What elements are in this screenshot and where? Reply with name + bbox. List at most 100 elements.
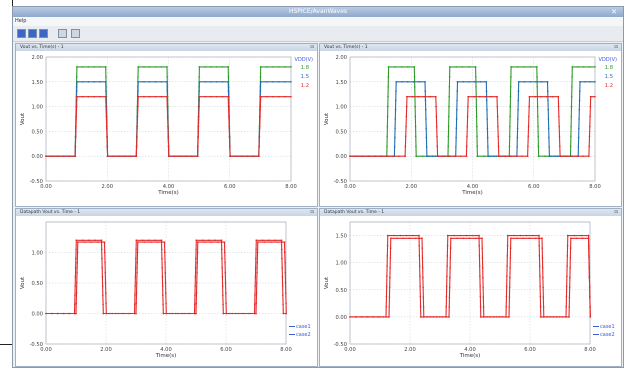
- data-point: [517, 108, 519, 111]
- menu-help[interactable]: Help: [15, 18, 27, 24]
- data-point: [456, 81, 459, 83]
- data-point: [255, 302, 258, 305]
- panel-title: Datapath Vout vs. Time - 1: [324, 210, 385, 215]
- data-point: [539, 275, 541, 278]
- data-point: [480, 316, 482, 318]
- maximize-icon[interactable]: ⊡: [614, 45, 618, 50]
- x-tick-label: 6.00: [528, 184, 540, 190]
- data-point: [578, 108, 581, 111]
- data-point: [135, 257, 137, 260]
- data-point: [45, 312, 47, 315]
- data-point: [74, 155, 76, 157]
- data-point: [481, 257, 484, 259]
- data-point: [399, 234, 402, 237]
- data-point: [588, 125, 591, 128]
- data-point: [467, 105, 469, 108]
- data-point: [401, 81, 403, 83]
- data-point: [148, 81, 151, 83]
- window-icon[interactable]: [39, 29, 48, 38]
- data-point: [414, 115, 417, 118]
- data-point: [137, 241, 139, 243]
- data-point: [510, 66, 512, 68]
- window-icon[interactable]: [28, 29, 37, 38]
- data-point: [405, 234, 408, 237]
- data-point: [102, 294, 104, 296]
- data-point: [81, 66, 84, 68]
- data-point: [56, 155, 59, 157]
- y-tick-label: 0.50: [31, 281, 43, 287]
- play-icon[interactable]: [17, 29, 26, 38]
- data-point: [74, 145, 77, 148]
- data-point: [476, 145, 478, 148]
- data-point: [143, 241, 146, 243]
- close-icon[interactable]: ✕: [611, 8, 617, 16]
- maximize-icon[interactable]: ⊡: [614, 210, 618, 215]
- data-point: [111, 312, 114, 315]
- data-point: [580, 234, 583, 237]
- data-point: [249, 312, 251, 315]
- data-point: [461, 66, 464, 68]
- data-point: [261, 239, 264, 242]
- data-point: [105, 105, 107, 108]
- data-point: [389, 266, 391, 269]
- x-axis-label: Time(s): [459, 353, 481, 359]
- maximize-icon[interactable]: ⊡: [310, 210, 314, 215]
- y-tick-label: -0.50: [30, 179, 43, 185]
- data-point: [407, 66, 409, 68]
- data-point: [421, 155, 424, 157]
- data-point: [448, 85, 451, 88]
- data-point: [135, 282, 138, 284]
- data-point: [547, 127, 550, 130]
- data-point: [496, 95, 498, 98]
- data-point: [505, 305, 508, 308]
- data-point: [527, 125, 530, 128]
- y-tick-label: 1.50: [31, 80, 43, 86]
- data-point: [99, 81, 101, 83]
- data-point: [272, 66, 274, 68]
- data-point: [136, 115, 139, 118]
- data-point: [436, 135, 438, 138]
- data-point: [489, 316, 491, 318]
- data-point: [74, 266, 77, 269]
- data-point: [490, 95, 493, 98]
- data-point: [104, 292, 107, 294]
- data-point: [284, 95, 286, 98]
- data-point: [137, 66, 139, 68]
- data-point: [198, 66, 201, 68]
- data-point: [526, 155, 529, 157]
- data-point: [284, 66, 286, 68]
- data-point: [166, 76, 168, 78]
- data-point: [282, 303, 284, 306]
- copy-icon[interactable]: [58, 29, 67, 38]
- data-point: [476, 135, 478, 138]
- data-point: [135, 312, 137, 315]
- data-point: [412, 81, 415, 83]
- data-point: [468, 66, 470, 68]
- data-point: [83, 241, 86, 243]
- data-point: [63, 312, 65, 315]
- data-point: [134, 276, 137, 278]
- data-point: [389, 247, 392, 249]
- data-point: [137, 81, 139, 83]
- data-point: [75, 282, 78, 284]
- data-point: [516, 146, 518, 148]
- data-point: [76, 271, 78, 274]
- data-point: [442, 155, 445, 157]
- x-tick-label: 2.00: [101, 184, 113, 190]
- data-point: [231, 312, 234, 315]
- data-point: [194, 285, 196, 287]
- data-point: [486, 108, 488, 111]
- data-point: [517, 118, 519, 120]
- data-point: [81, 239, 84, 242]
- data-point: [517, 99, 520, 102]
- data-point: [196, 261, 199, 264]
- maximize-icon[interactable]: ⊡: [310, 45, 314, 50]
- data-point: [479, 305, 482, 308]
- export-icon[interactable]: [71, 29, 80, 38]
- data-point: [418, 265, 421, 267]
- data-point: [506, 275, 508, 278]
- data-point: [425, 136, 428, 139]
- y-axis-label: Vout: [20, 112, 26, 125]
- data-point: [189, 312, 191, 315]
- x-tick-label: 8.00: [589, 184, 601, 190]
